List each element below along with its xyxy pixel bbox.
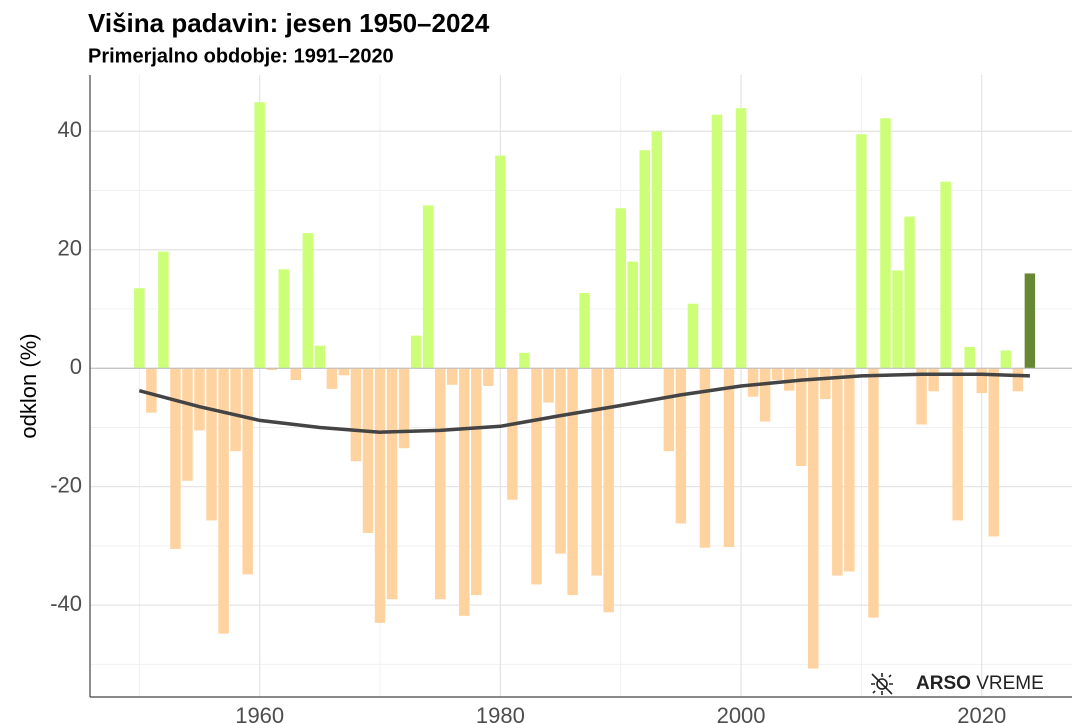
bar [326,368,338,389]
y-tick-label: 40 [58,117,82,142]
bar [675,368,687,524]
bar [543,368,554,403]
y-tick-label: 20 [58,236,82,261]
bar [759,368,771,422]
bar [374,368,386,623]
bar [783,368,795,391]
bar [278,269,289,369]
bar [940,181,951,369]
logo-icon [876,678,888,690]
bar [567,368,578,596]
bar [1024,273,1036,369]
bar [795,368,807,466]
bar [338,368,350,376]
bar [459,368,470,616]
bar [699,368,711,548]
bar [771,368,783,381]
bar [194,368,205,431]
bar [302,233,314,369]
bar [362,368,374,533]
bar [808,368,819,669]
bar [988,368,1000,537]
bar [422,205,434,369]
bar [290,368,302,381]
bar [555,368,566,554]
x-tick-label: 1960 [235,703,284,723]
bar [182,368,193,481]
trend-line [138,372,1030,434]
bar [519,352,530,369]
bar [603,368,614,613]
chart-subtitle: Primerjalno obdobje: 1991–2020 [88,45,394,67]
bar [639,150,651,369]
bar [1012,368,1024,392]
bar [735,108,747,369]
bar [158,251,169,369]
bar [844,368,855,572]
bar [350,368,362,462]
bar [254,102,265,369]
chart-title: Višina padavin: jesen 1950–2024 [88,8,490,38]
bar [928,368,939,392]
bar [434,368,446,600]
logo-icon [871,673,893,695]
x-tick-label: 2020 [957,703,1006,723]
bars [134,102,1036,669]
bar [266,368,277,371]
bar [446,368,458,385]
bar [230,368,241,452]
y-axis-label: odklon (%) [16,333,41,438]
bar [976,368,987,394]
bar [1000,350,1012,369]
bar [471,368,482,596]
y-tick-label: -20 [50,473,82,498]
bar [591,368,602,576]
bar [170,368,181,549]
bar [507,368,518,500]
bar [134,288,145,369]
bar [206,368,217,521]
bar [663,368,675,452]
bar [218,368,229,634]
bar [711,114,723,369]
bar [820,368,831,400]
bar [856,134,867,369]
bar [495,155,506,369]
y-tick-label: -40 [50,591,82,616]
bar [627,261,638,369]
bar [964,346,975,369]
bar [398,368,410,449]
logo: ARSO VREME [871,673,1044,695]
logo-text: ARSO VREME [916,673,1044,694]
bar [531,368,542,585]
bar [651,131,663,369]
bar [483,368,494,386]
bar [579,292,590,369]
x-tick-label: 2000 [717,703,766,723]
bar [146,368,157,413]
bar [723,368,735,548]
bar [832,368,843,576]
bar [952,368,963,521]
bar [916,368,927,425]
bar [904,216,915,369]
bar [242,368,253,575]
bar [868,368,879,618]
bar [892,270,903,369]
bar [880,118,891,369]
x-tick-label: 1980 [476,703,525,723]
bar [386,368,398,600]
y-tick-label: 0 [70,354,82,379]
bar [747,368,759,397]
bar [314,345,326,369]
bar [615,208,626,369]
bar [687,303,699,369]
bar [410,335,422,369]
